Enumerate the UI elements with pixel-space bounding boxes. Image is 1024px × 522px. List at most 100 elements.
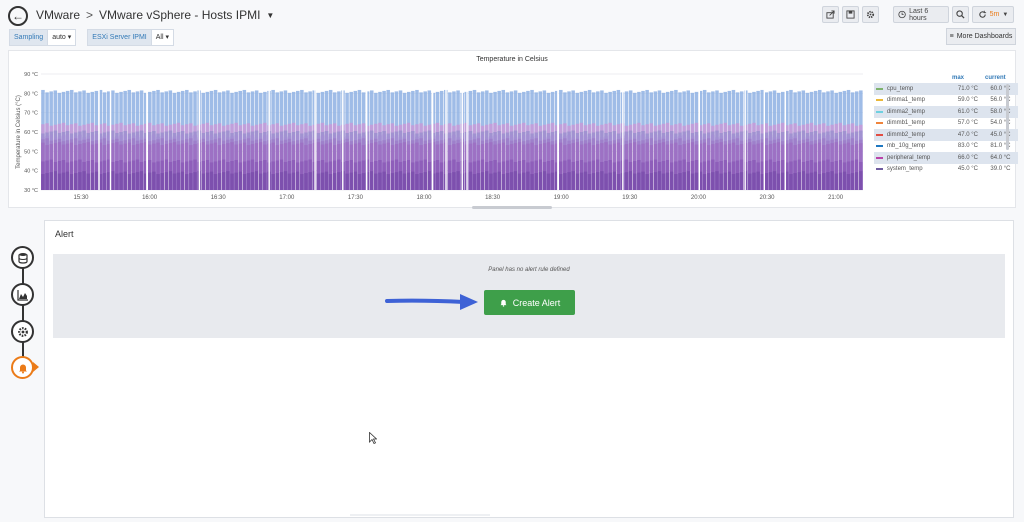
bar bbox=[427, 171, 432, 190]
bar bbox=[131, 173, 136, 190]
bar bbox=[624, 172, 629, 190]
legend-item[interactable]: dimmb2_temp 47.0 °C 45.0 °C bbox=[874, 129, 1018, 141]
gap-line bbox=[198, 83, 201, 190]
bar bbox=[41, 174, 45, 190]
bar bbox=[370, 171, 374, 190]
legend-header: max current bbox=[874, 73, 1018, 83]
back-button[interactable]: ← bbox=[8, 6, 28, 26]
bar bbox=[464, 172, 469, 190]
bar bbox=[185, 174, 189, 190]
time-picker-button[interactable]: Last 6 hours bbox=[893, 6, 949, 23]
bar bbox=[661, 173, 666, 190]
y-tick-label: 80 °C bbox=[24, 91, 38, 97]
bar bbox=[538, 172, 543, 190]
bar bbox=[263, 172, 267, 190]
legend-series-name: dimmb2_temp bbox=[886, 131, 925, 138]
bar bbox=[633, 173, 637, 190]
bar bbox=[102, 173, 107, 190]
legend-item[interactable]: system_temp 45.0 °C 39.0 °C bbox=[874, 164, 1018, 176]
legend-item[interactable]: dimma2_temp 61.0 °C 58.0 °C bbox=[874, 106, 1018, 118]
legend-series-name: peripheral_temp bbox=[886, 154, 931, 161]
bar bbox=[768, 172, 773, 190]
y-tick-label: 40 °C bbox=[24, 169, 38, 175]
x-tick-label: 17:30 bbox=[348, 195, 364, 201]
breadcrumb-root[interactable]: VMware bbox=[36, 8, 81, 22]
chevron-down-icon[interactable]: ▼ bbox=[266, 10, 275, 20]
bar bbox=[801, 171, 806, 190]
bar bbox=[300, 174, 304, 190]
share-button[interactable] bbox=[822, 6, 839, 23]
menu-icon: ≡ bbox=[949, 33, 954, 40]
bar bbox=[209, 171, 214, 190]
legend-item[interactable]: dimmb1_temp 57.0 °C 54.0 °C bbox=[874, 118, 1018, 130]
series-swatch bbox=[876, 156, 883, 159]
bar bbox=[394, 172, 399, 190]
bar bbox=[641, 171, 645, 190]
legend-current: 60.0 °C bbox=[990, 85, 1011, 92]
bar bbox=[291, 172, 296, 190]
legend-item[interactable]: dimma1_temp 59.0 °C 56.0 °C bbox=[874, 95, 1018, 107]
save-button[interactable] bbox=[842, 6, 859, 23]
series-swatch bbox=[876, 145, 883, 148]
bar bbox=[386, 174, 390, 190]
bar bbox=[711, 172, 715, 190]
share-icon bbox=[826, 10, 835, 19]
graph-scrollbar[interactable] bbox=[472, 206, 552, 209]
queries-tab[interactable] bbox=[11, 246, 34, 269]
bar bbox=[86, 173, 90, 190]
bar bbox=[127, 174, 132, 190]
arrow-left-icon: ← bbox=[12, 9, 24, 23]
bar bbox=[57, 173, 62, 190]
bar bbox=[793, 173, 797, 190]
bar bbox=[760, 174, 764, 190]
legend-scrollbar[interactable] bbox=[1006, 84, 1009, 150]
breadcrumb-separator: > bbox=[86, 8, 94, 22]
zoom-out-button[interactable] bbox=[952, 6, 969, 23]
legend-item[interactable]: peripheral_temp 66.0 °C 64.0 °C bbox=[874, 152, 1018, 164]
bar bbox=[119, 172, 123, 190]
bar bbox=[406, 172, 411, 190]
bar bbox=[238, 171, 242, 190]
legend-item[interactable]: mb_10g_temp 83.0 °C 81.0 °C bbox=[874, 141, 1018, 153]
series-swatch bbox=[876, 99, 883, 102]
bar bbox=[698, 171, 703, 190]
legend-series-name: dimma2_temp bbox=[886, 108, 925, 115]
bar bbox=[674, 174, 678, 190]
graph-title[interactable]: Temperature in Celsius bbox=[476, 56, 548, 63]
refresh-button[interactable]: 5m ▼ bbox=[972, 6, 1014, 23]
legend-series-name: cpu_temp bbox=[886, 85, 914, 92]
x-tick-label: 20:30 bbox=[759, 195, 775, 201]
variable-value: All bbox=[155, 34, 164, 41]
bar bbox=[826, 172, 830, 190]
chevron-down-icon: ▼ bbox=[1002, 11, 1009, 18]
bar bbox=[333, 173, 337, 190]
more-dashboards-button[interactable]: ≡ More Dashboards bbox=[946, 28, 1016, 45]
general-tab[interactable] bbox=[11, 320, 34, 343]
dashboard-title[interactable]: VMware vSphere - Hosts IPMI bbox=[99, 8, 261, 22]
settings-button[interactable] bbox=[862, 6, 879, 23]
chevron-down-icon: ▾ bbox=[67, 34, 72, 41]
variable-select-sampling[interactable]: auto ▾ bbox=[48, 29, 77, 46]
bar bbox=[838, 172, 843, 190]
bar bbox=[649, 173, 653, 190]
legend-current: 39.0 °C bbox=[990, 166, 1011, 173]
bar bbox=[49, 172, 53, 190]
bar bbox=[690, 173, 695, 190]
create-alert-button[interactable]: Create Alert bbox=[484, 290, 575, 315]
bar bbox=[678, 173, 682, 190]
temperature-chart[interactable]: 90 °C 80 °C 70 °C 60 °C 50 °C 40 °C 30 °C Tempe… bbox=[8, 66, 868, 206]
legend-max-header[interactable]: max bbox=[952, 75, 965, 81]
legend-item[interactable]: cpu_temp 71.0 °C 60.0 °C bbox=[874, 83, 1018, 95]
panel-resize-bar[interactable] bbox=[350, 514, 490, 516]
bar bbox=[164, 172, 169, 190]
legend-current-header[interactable]: current bbox=[985, 75, 1006, 81]
bar bbox=[805, 173, 810, 190]
gap-line bbox=[763, 83, 765, 190]
bar bbox=[61, 172, 66, 190]
visualization-tab[interactable] bbox=[11, 283, 34, 306]
bar bbox=[156, 174, 160, 190]
variable-select-esxi-server[interactable]: All ▾ bbox=[151, 29, 174, 46]
bar bbox=[526, 171, 530, 190]
gap-line bbox=[365, 83, 368, 190]
alert-tab[interactable] bbox=[11, 356, 34, 379]
